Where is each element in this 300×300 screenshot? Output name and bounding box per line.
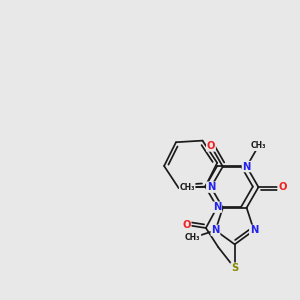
- Text: O: O: [182, 220, 191, 230]
- Text: N: N: [213, 202, 221, 212]
- Text: N: N: [242, 162, 251, 172]
- Text: CH₃: CH₃: [185, 233, 201, 242]
- Text: S: S: [231, 263, 238, 273]
- Text: O: O: [278, 182, 286, 192]
- Text: N: N: [207, 182, 215, 192]
- Text: CH₃: CH₃: [251, 142, 266, 151]
- Text: CH₃: CH₃: [179, 183, 195, 192]
- Text: N: N: [211, 225, 220, 236]
- Text: O: O: [207, 141, 215, 151]
- Text: N: N: [250, 225, 258, 236]
